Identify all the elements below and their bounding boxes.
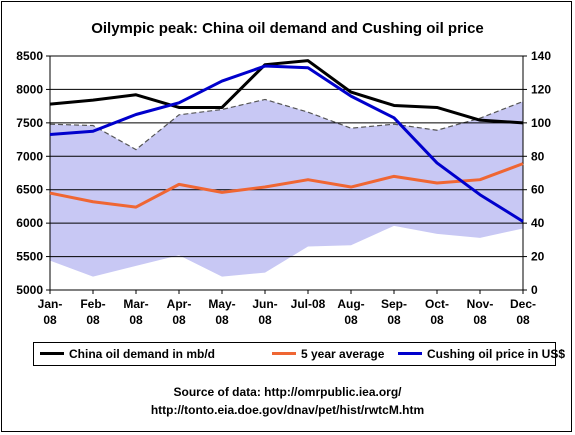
x-axis-tick-label: Feb-08: [80, 297, 105, 327]
series-line-1: [49, 162, 524, 209]
x-axis-tick-label: Sep-08: [381, 297, 407, 327]
legend-swatch-price: [398, 352, 422, 356]
plot-border: [49, 55, 524, 291]
left-axis-tick-label: 7500: [16, 116, 43, 130]
source-line-2: http://tonto.eia.doe.gov/dnav/pet/hist/r…: [150, 403, 425, 417]
right-axis-tick-label: 140: [531, 49, 551, 63]
x-axis-tick-label: Jun-08: [252, 297, 277, 327]
left-axis-tick-label: 8000: [16, 82, 43, 96]
x-axis-tick-label: Oct-08: [425, 297, 449, 327]
x-axis-tick-label: Aug-08: [337, 297, 364, 327]
x-axis-tick-label: Nov-08: [467, 297, 494, 327]
left-axis-tick-label: 6000: [16, 216, 43, 230]
left-axis-tick-label: 5000: [16, 283, 43, 297]
right-axis-tick-label: 60: [531, 183, 545, 197]
left-axis-tick-label: 7000: [16, 149, 43, 163]
legend-item-price: Cushing oil price in US$: [398, 347, 565, 361]
left-axis-tick-label: 8500: [16, 49, 43, 63]
right-axis-tick-label: 120: [531, 82, 551, 96]
x-axis-tick-label: Dec-08: [510, 297, 536, 327]
x-axis-tick-label: Apr-08: [167, 297, 192, 327]
left-axis-tick-label: 5500: [16, 250, 43, 264]
legend-item-average: 5 year average: [272, 347, 384, 361]
legend-swatch-demand: [40, 352, 64, 356]
series-line-2: [49, 64, 524, 223]
series-line-0: [49, 59, 524, 125]
x-axis-tick-label: Jul-08: [291, 297, 326, 311]
right-axis-tick-label: 100: [531, 116, 551, 130]
right-axis-tick-label: 0: [531, 283, 538, 297]
right-axis-tick-label: 80: [531, 149, 545, 163]
source-line-1: Source of data: http://omrpublic.iea.org…: [173, 385, 402, 399]
legend-label-average: 5 year average: [301, 347, 385, 361]
x-axis-tick-label: Jan-08: [38, 297, 63, 327]
legend-swatch-average: [272, 352, 296, 356]
legend-label-price: Cushing oil price in US$: [427, 347, 566, 361]
right-axis-tick-label: 40: [531, 216, 545, 230]
x-axis-tick-label: May-08: [208, 297, 235, 327]
range-band-upper-edge: [49, 98, 524, 151]
legend-label-demand: China oil demand in mb/d: [69, 347, 216, 361]
chart-title: Oilympic peak: China oil demand and Cush…: [91, 20, 484, 37]
right-axis-tick-label: 20: [531, 250, 545, 264]
range-band: [50, 99, 523, 277]
legend: China oil demand in mb/d 5 year average …: [33, 342, 565, 366]
legend-item-demand: China oil demand in mb/d: [40, 347, 215, 361]
left-axis-tick-label: 6500: [16, 183, 43, 197]
x-axis-tick-label: Mar-08: [123, 297, 148, 327]
